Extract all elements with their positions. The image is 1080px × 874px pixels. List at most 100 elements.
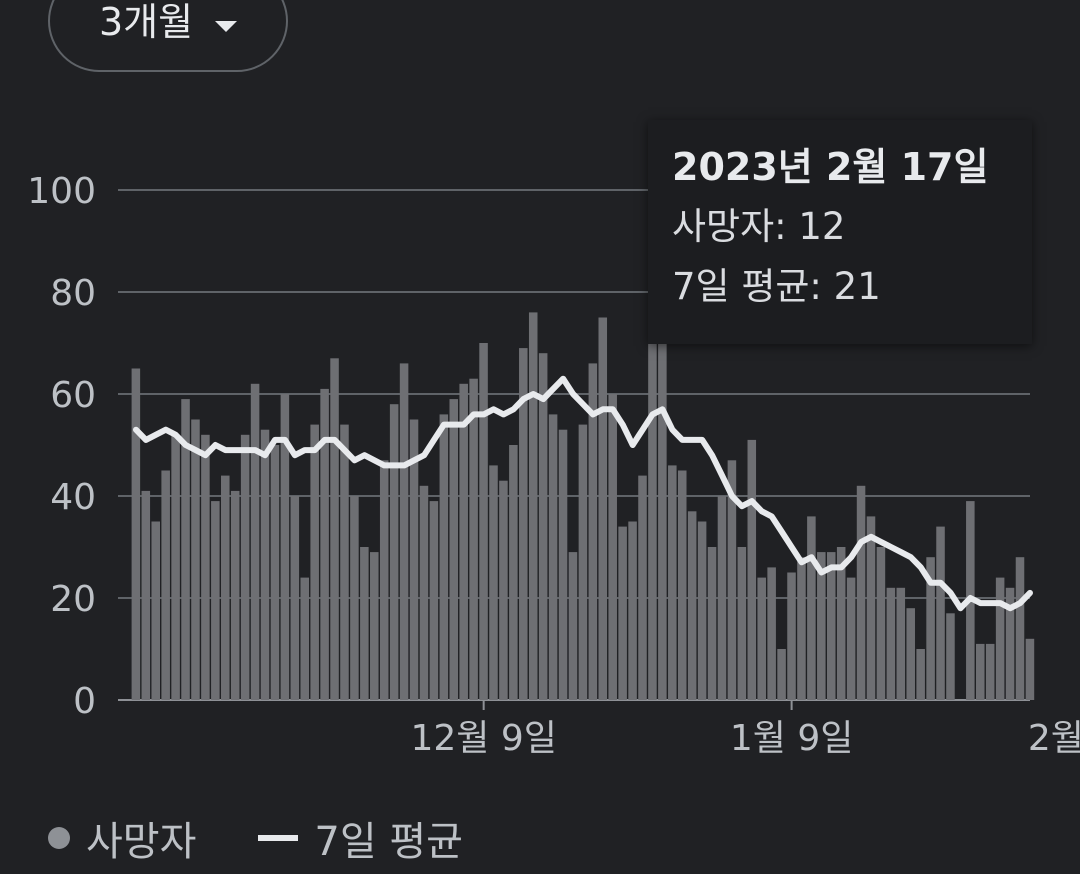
- tooltip-deaths-value: 12: [798, 205, 846, 248]
- bar: [260, 429, 270, 700]
- bar: [826, 552, 836, 700]
- chart-tooltip: 2023년 2월 17일 사망자: 12 7일 평균: 21: [648, 120, 1032, 344]
- bar: [836, 547, 846, 700]
- tooltip-avg-value: 21: [833, 265, 881, 308]
- bar: [300, 577, 310, 700]
- bar: [866, 516, 876, 700]
- bar: [727, 460, 737, 700]
- bar: [141, 490, 151, 700]
- bar: [330, 358, 339, 700]
- bar: [1005, 587, 1015, 700]
- bar: [409, 419, 419, 700]
- bar: [697, 521, 707, 700]
- bar: [379, 460, 389, 700]
- bar: [757, 577, 766, 700]
- bar: [807, 516, 816, 700]
- range-dropdown-button[interactable]: 3개월: [48, 0, 288, 72]
- bar: [598, 317, 608, 700]
- y-tick-label: 60: [50, 375, 96, 416]
- bar: [936, 526, 945, 700]
- bar: [370, 552, 379, 700]
- bar: [211, 501, 220, 700]
- bar: [648, 332, 657, 700]
- legend-label-deaths: 사망자: [86, 819, 197, 865]
- bar: [787, 572, 796, 700]
- legend-line-icon: [258, 835, 299, 841]
- bar: [916, 649, 925, 700]
- bar: [896, 587, 906, 700]
- bar: [528, 312, 538, 700]
- bar: [449, 399, 459, 700]
- bar-series: [131, 312, 1035, 700]
- bar: [767, 567, 776, 700]
- bar: [886, 587, 896, 700]
- x-tick-label: 12월 9일: [410, 718, 556, 759]
- bar: [230, 490, 240, 700]
- bar: [747, 439, 757, 700]
- bar: [240, 434, 250, 700]
- legend-dot-icon: [48, 827, 70, 849]
- bar: [995, 577, 1005, 700]
- bar: [250, 383, 260, 700]
- line-series-layer: [133, 375, 1033, 612]
- bar: [797, 557, 806, 700]
- bar: [568, 552, 578, 700]
- tooltip-date: 2023년 2월 17일: [672, 145, 989, 189]
- bar: [429, 501, 439, 700]
- bar: [509, 445, 518, 700]
- bar: [131, 368, 141, 700]
- bar: [687, 511, 697, 700]
- bar: [489, 465, 498, 700]
- chart-legend: 사망자 7일 평균: [48, 808, 463, 868]
- legend-label-avg: 7일 평균: [314, 819, 463, 865]
- bar: [310, 424, 319, 700]
- caret-down-icon: [215, 21, 238, 32]
- y-tick-label: 0: [73, 681, 96, 722]
- tooltip-deaths-row: 사망자: 12: [672, 205, 846, 248]
- bar: [668, 465, 677, 700]
- bar: [499, 480, 508, 700]
- bar: [975, 643, 985, 700]
- bar: [846, 577, 856, 700]
- bar: [389, 404, 399, 700]
- avg-line: [133, 375, 1033, 612]
- bar: [906, 608, 915, 700]
- bar: [459, 383, 468, 700]
- bar: [856, 485, 866, 700]
- tooltip-avg-row: 7일 평균: 21: [672, 265, 881, 308]
- bar: [608, 394, 617, 700]
- bar: [985, 643, 995, 700]
- bar: [677, 470, 687, 700]
- bar: [638, 475, 647, 700]
- bar: [151, 521, 161, 700]
- x-tick-label: 1월 9일: [730, 718, 854, 759]
- tooltip-avg-label: 7일 평균: [672, 265, 810, 308]
- y-axis-labels: 0 20 40 60 80 100: [27, 171, 96, 722]
- bar: [817, 552, 826, 700]
- bar: [439, 414, 449, 700]
- bar: [628, 521, 637, 700]
- bar: [658, 343, 667, 700]
- bar: [538, 353, 548, 700]
- bar: [588, 363, 598, 700]
- bar: [270, 445, 280, 700]
- bar: [280, 394, 290, 700]
- bar: [290, 496, 300, 700]
- bar: [191, 419, 200, 700]
- bar: [1025, 638, 1035, 700]
- bar: [181, 399, 190, 700]
- bar: [926, 557, 935, 700]
- bar: [479, 343, 488, 700]
- tooltip-deaths-label: 사망자: [672, 205, 775, 248]
- bar: [360, 547, 369, 700]
- bar: [737, 547, 747, 700]
- bar: [221, 475, 230, 700]
- bar: [419, 485, 429, 700]
- y-tick-label: 40: [50, 477, 96, 518]
- x-axis-labels: 12월 9일 1월 9일 2월 9일: [410, 700, 1080, 759]
- bar: [201, 434, 210, 700]
- bar: [618, 526, 627, 700]
- bar: [171, 434, 180, 700]
- bar: [578, 424, 588, 700]
